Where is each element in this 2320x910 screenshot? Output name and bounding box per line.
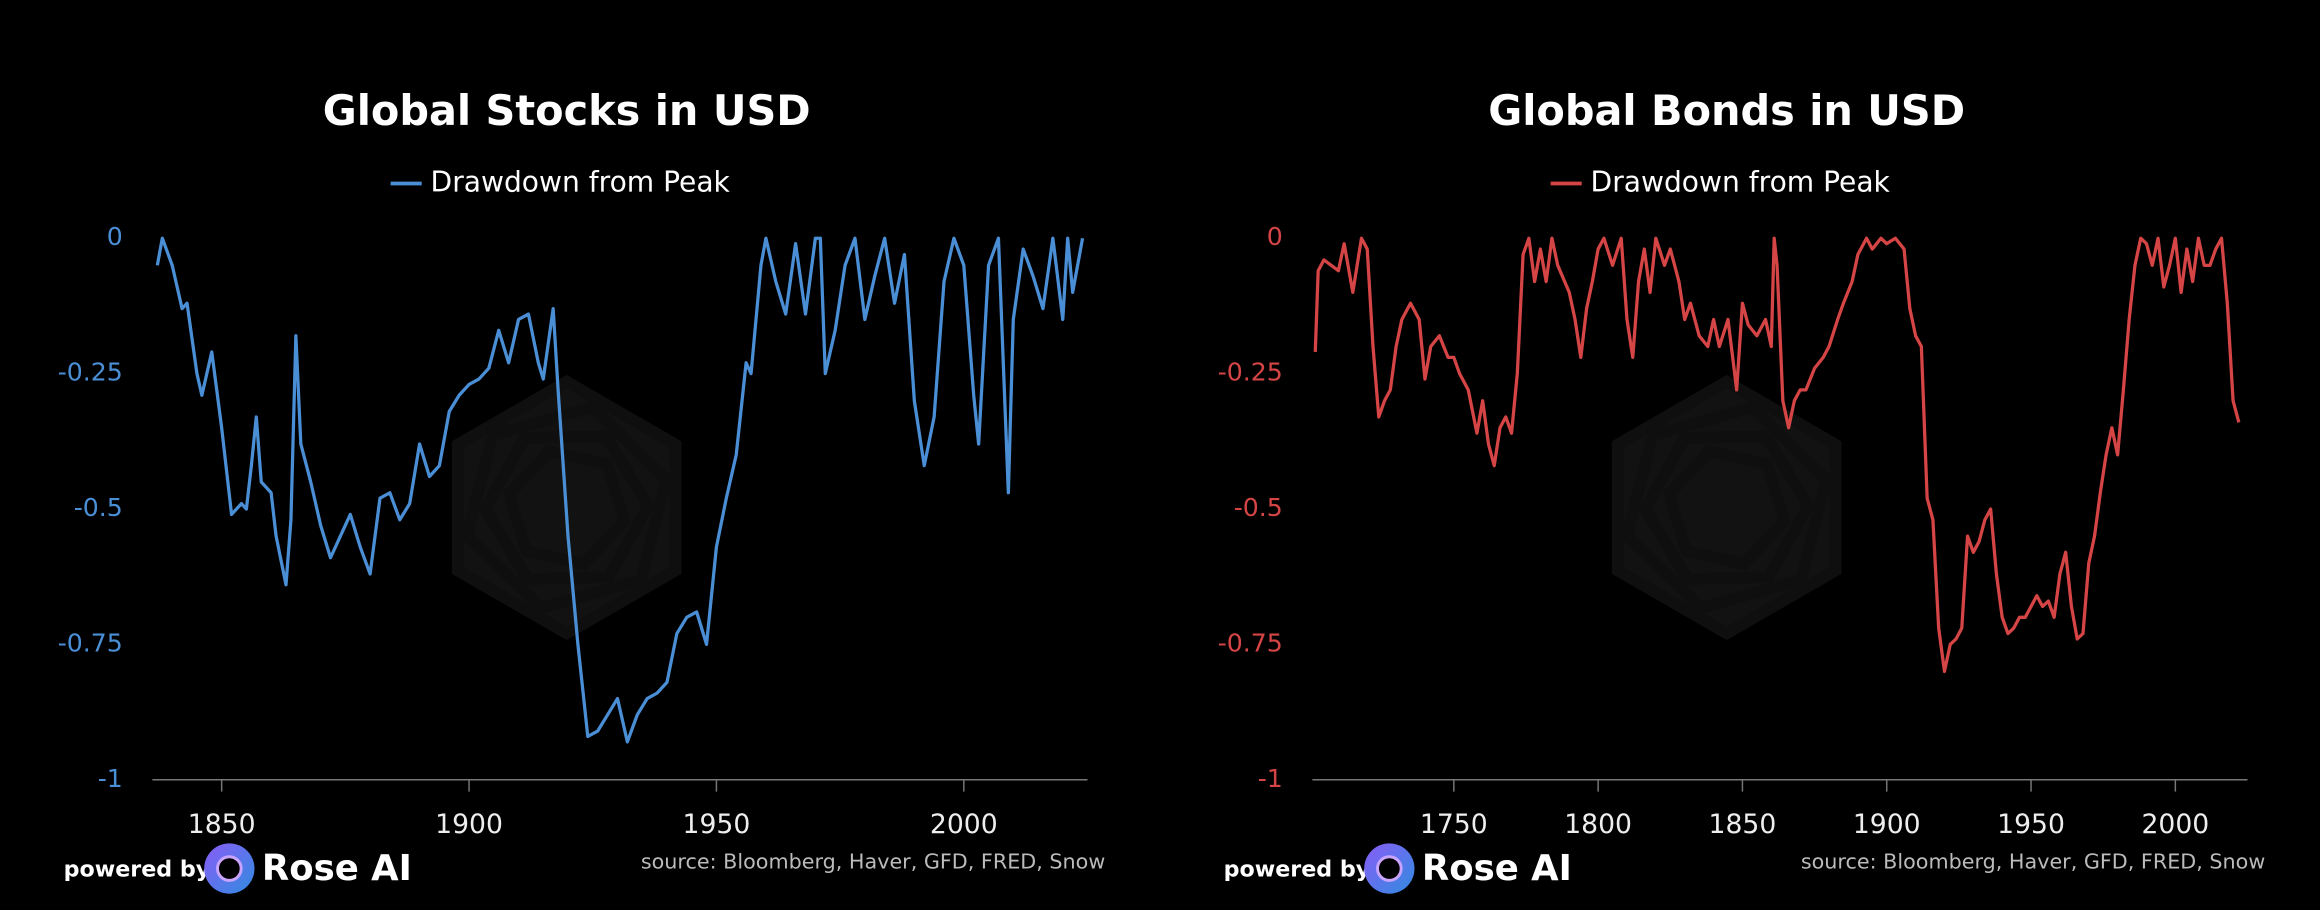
y-tick-label: -0.25 — [1218, 358, 1283, 387]
x-tick-label: 2000 — [930, 809, 998, 840]
chart-title: Global Stocks in USD — [323, 87, 811, 135]
y-tick-label: -1 — [98, 764, 123, 793]
watermark-hex — [460, 400, 673, 615]
powered-by: powered by — [1224, 857, 1371, 883]
source: source: Bloomberg, Haver, GFD, FRED, Sno… — [641, 850, 1105, 874]
brand: Rose AI — [1422, 848, 1572, 889]
brand: Rose AI — [262, 848, 412, 889]
x-tick-label: 1900 — [435, 809, 503, 840]
watermark-hex — [478, 430, 655, 585]
x-tick-label: 1900 — [1853, 809, 1921, 840]
watermark-hex — [502, 444, 632, 571]
watermark — [1611, 374, 1842, 641]
watermark-hex — [1638, 430, 1815, 585]
y-tick-label: -1 — [1258, 764, 1283, 793]
logo-core — [216, 855, 243, 882]
x-tick-label: 1950 — [1997, 809, 2065, 840]
y-tick-label: 0 — [1267, 222, 1283, 251]
y-tick-label: -0.5 — [1234, 493, 1283, 522]
series-line — [155, 236, 1085, 744]
x-tick-label: 1850 — [188, 809, 256, 840]
watermark-hex — [1662, 444, 1792, 571]
watermark-hex — [1620, 400, 1833, 615]
legend-label: Drawdown from Peak — [431, 165, 731, 198]
watermark-hex — [1611, 374, 1842, 641]
logo-core — [1376, 855, 1403, 882]
series-line — [1313, 236, 2241, 674]
y-tick-label: -0.75 — [1218, 628, 1283, 657]
x-tick-label: 1800 — [1564, 809, 1632, 840]
powered-by: powered by — [64, 857, 211, 883]
x-tick-label: 1850 — [1709, 809, 1777, 840]
legend-label: Drawdown from Peak — [1591, 165, 1891, 198]
y-tick-label: -0.25 — [58, 358, 123, 387]
x-tick-label: 1950 — [683, 809, 751, 840]
source: source: Bloomberg, Haver, GFD, FRED, Sno… — [1801, 850, 2265, 874]
y-tick-label: -0.5 — [74, 493, 123, 522]
x-tick-label: 2000 — [2141, 809, 2209, 840]
y-tick-label: 0 — [107, 222, 123, 251]
y-tick-label: -0.75 — [58, 628, 123, 657]
x-tick-label: 1750 — [1420, 809, 1488, 840]
chart-title: Global Bonds in USD — [1488, 87, 1965, 135]
